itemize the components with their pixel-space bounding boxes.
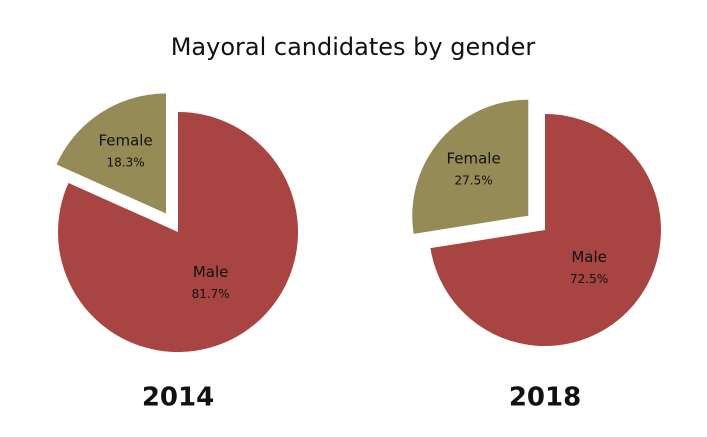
value-label: 81.7% bbox=[192, 287, 230, 301]
pie-slice bbox=[430, 114, 661, 346]
value-label: 18.3% bbox=[107, 156, 145, 170]
pie-slice bbox=[412, 99, 529, 234]
pie-title: 2014 bbox=[142, 383, 214, 413]
value-label: 27.5% bbox=[455, 174, 493, 188]
pie-title: 2018 bbox=[509, 383, 581, 413]
slice-label: Male bbox=[193, 263, 229, 281]
slice-label: Female bbox=[446, 150, 500, 168]
slice-label: Female bbox=[98, 132, 152, 150]
slice-label: Male bbox=[571, 248, 607, 266]
value-label: 72.5% bbox=[570, 272, 608, 286]
pie-slice bbox=[56, 93, 167, 214]
pie-slice bbox=[57, 112, 299, 352]
chart-title: Mayoral candidates by gender bbox=[171, 33, 536, 61]
